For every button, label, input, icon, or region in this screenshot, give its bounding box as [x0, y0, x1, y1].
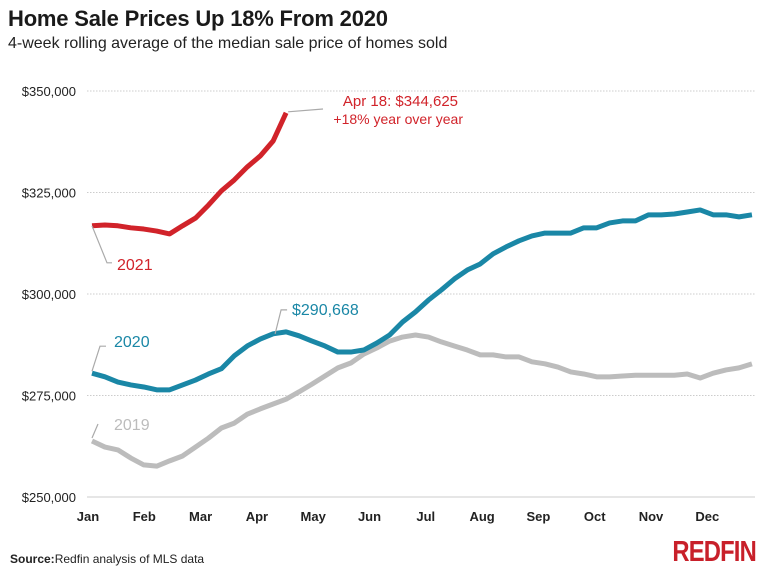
annotation-2020-peak: $290,668 [292, 302, 359, 319]
series-line-2021 [91, 111, 289, 237]
leader-2019 [91, 423, 99, 439]
leader-apr18 [288, 108, 324, 113]
series-line-2020 [91, 207, 753, 393]
x-tick-label: Jun [358, 509, 381, 524]
line-chart: $250,000 $275,000 $300,000 $325,000 $350,000… [22, 84, 755, 524]
series-label-2020: 2020 [114, 334, 150, 351]
series-label-2021: 2021 [117, 257, 153, 274]
x-tick-label: Aug [469, 509, 494, 524]
y-tick-label: $250,000 [22, 490, 76, 505]
chart-subtitle: 4-week rolling average of the median sal… [8, 35, 448, 52]
leader-2020 [91, 345, 106, 372]
x-tick-label: Jul [416, 509, 435, 524]
annotation-2021-value: Apr 18: $344,625 [343, 93, 458, 110]
x-tick-label: Nov [639, 509, 664, 524]
y-tick-label: $275,000 [22, 389, 76, 404]
redfin-logo: REDFIN [672, 536, 756, 568]
x-tick-label: Jan [77, 509, 99, 524]
x-tick-label: Sep [526, 509, 550, 524]
y-tick-label: $300,000 [22, 287, 76, 302]
source-text: Redfin analysis of MLS data [54, 552, 205, 566]
x-tick-label: May [301, 509, 327, 524]
x-tick-label: Oct [584, 509, 606, 524]
series-label-2019: 2019 [114, 417, 150, 434]
chart-title: Home Sale Prices Up 18% From 2020 [8, 6, 388, 31]
x-tick-label: Dec [695, 509, 719, 524]
source-note: Source:Redfin analysis of MLS data [10, 552, 204, 566]
x-tick-label: Mar [189, 509, 212, 524]
y-tick-label: $325,000 [22, 186, 76, 201]
x-tick-label: Feb [133, 509, 156, 524]
leader-2020-peak [274, 309, 288, 335]
source-label: Source: [10, 552, 55, 566]
leader-2021 [91, 225, 112, 264]
annotation-2021-yoy: +18% year over year [333, 111, 463, 127]
x-tick-label: Apr [246, 509, 268, 524]
series-line-2019 [90, 332, 753, 469]
y-tick-label: $350,000 [22, 84, 76, 99]
